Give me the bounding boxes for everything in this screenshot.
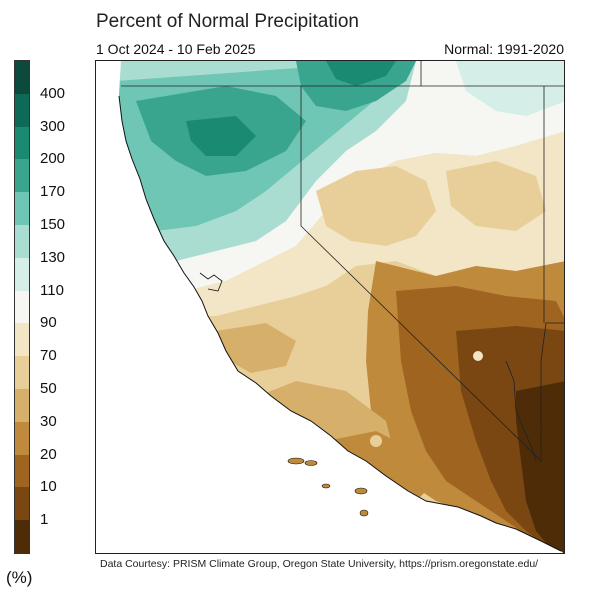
legend-swatch [15,290,29,324]
map-graphic [96,61,564,553]
legend-swatch [15,454,29,488]
legend-swatch [15,93,29,128]
channel-islands [287,457,369,517]
river-border [505,360,537,462]
legend-label: 1 [40,511,49,529]
legend-label: 10 [40,478,57,496]
legend-label: 110 [40,281,64,299]
legend-label: 70 [40,347,57,365]
legend-label: 400 [40,84,66,102]
coastline [118,95,562,552]
legend-swatch [15,159,29,193]
legend-unit: (%) [6,568,33,587]
legend-label: 150 [40,216,66,233]
bay [199,272,223,292]
legend-swatch [15,323,29,357]
data-credit: Data Courtesy: PRISM Climate Group, Oreg… [100,558,539,570]
legend-swatch [15,61,29,95]
legend-swatch [15,389,29,423]
legend-swatch [15,520,29,554]
legend-label: 170 [40,183,66,201]
date-range: 1 Oct 2024 - 10 Feb 2025 [96,41,256,57]
precipitation-map [95,60,565,554]
map-title: Percent of Normal Precipitation [96,11,359,32]
legend-label: 300 [40,117,66,135]
legend-swatch [15,421,29,456]
legend-swatch [15,225,29,259]
legend-swatch [15,192,29,226]
legend-label: 130 [40,248,66,266]
legend-label: 90 [40,314,57,332]
legend-swatch [15,356,29,390]
legend-swatch [15,257,29,292]
legend-label: 200 [40,150,66,168]
legend-label: 50 [40,380,57,397]
color-legend [14,60,30,554]
state-borders [121,61,564,462]
legend-label: 20 [40,445,57,463]
normal-period: Normal: 1991-2020 [444,41,564,57]
legend-swatch [15,126,29,160]
legend-swatch [15,487,29,521]
legend-label: 30 [40,412,57,430]
